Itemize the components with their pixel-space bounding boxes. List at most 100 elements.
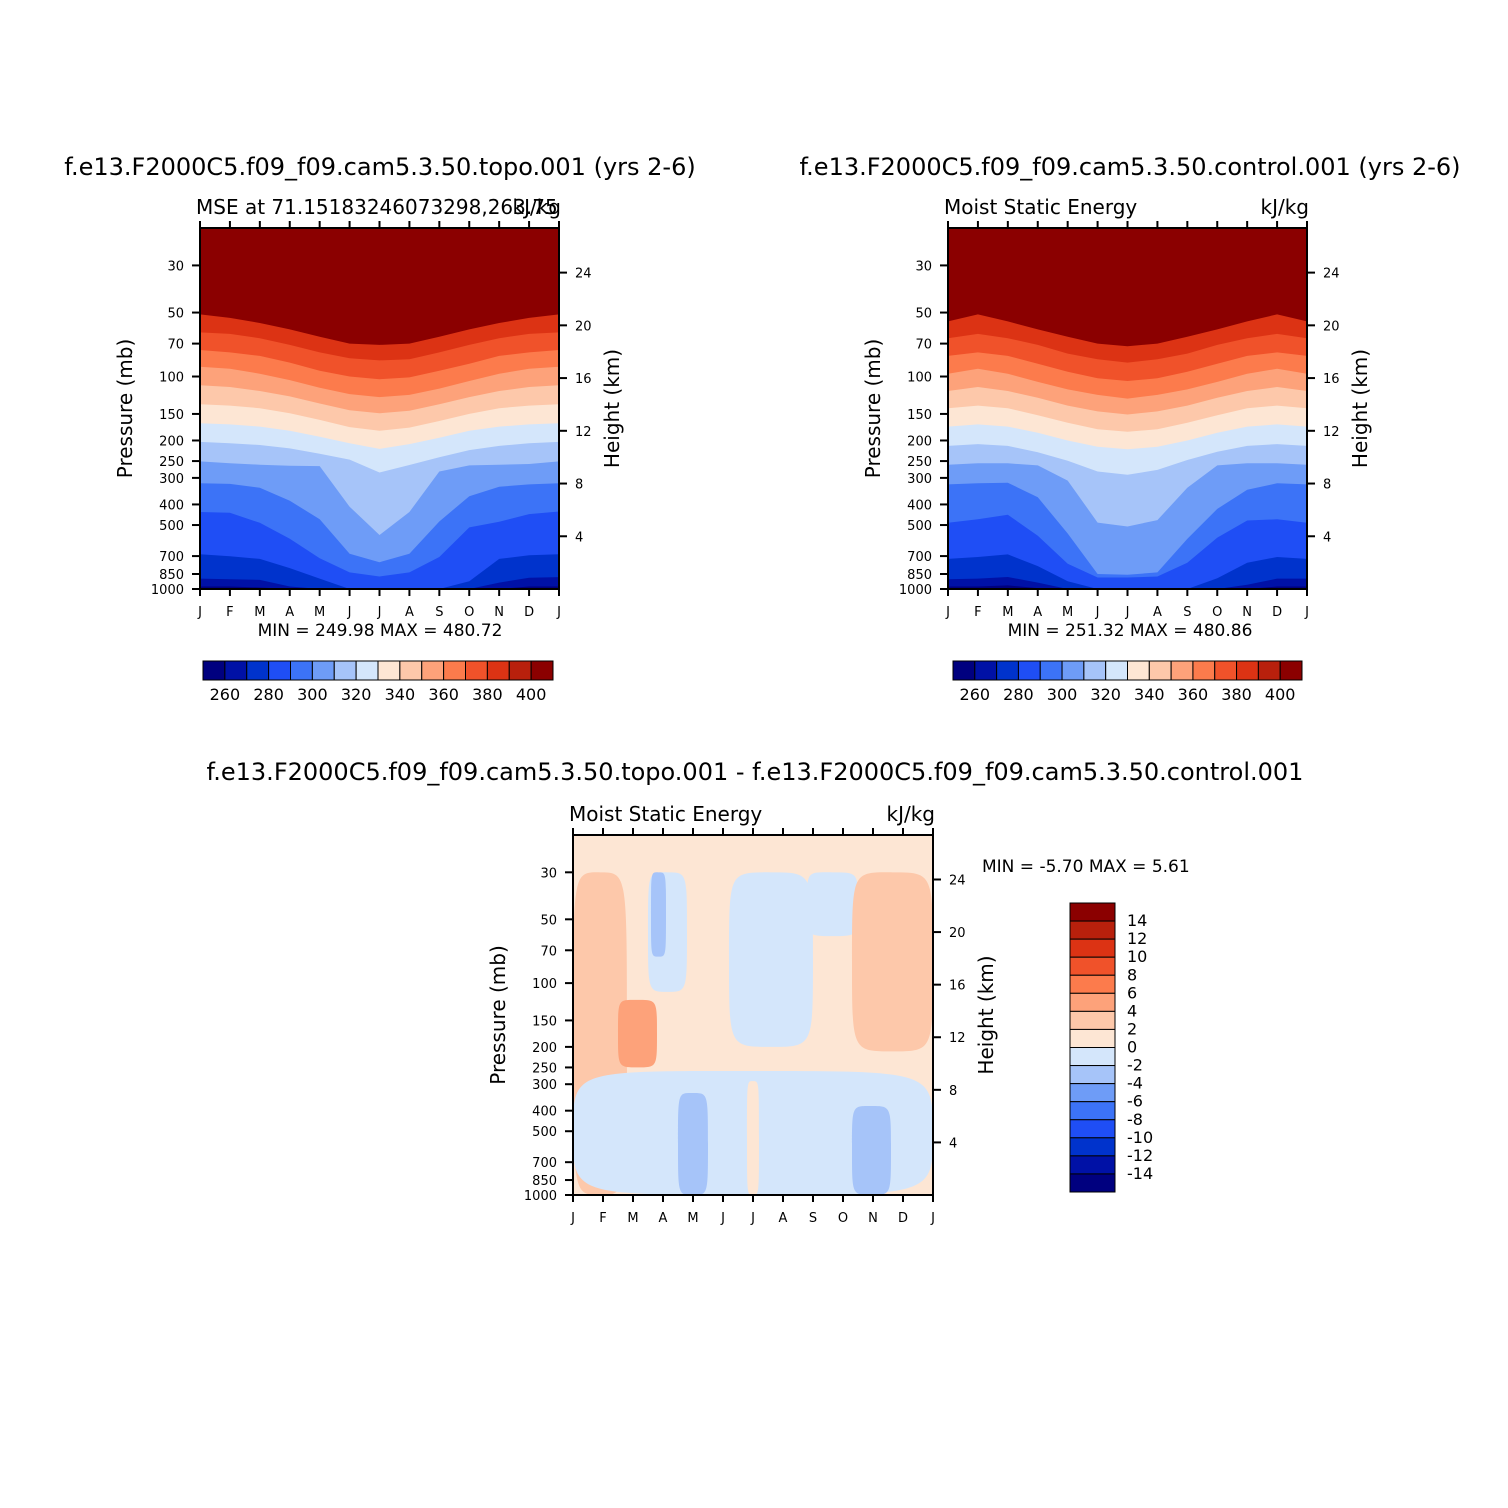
control-cbar-label: 340 [1134, 685, 1165, 704]
topo-x-tick-label: N [494, 605, 504, 620]
topo-x-tick-label: J [197, 605, 202, 620]
panel-control: 260 280 300 320 340 360 380 400 J F M A M J J A S O N D J 30 5… [799, 153, 1460, 704]
topo-x-tick-label: S [435, 605, 443, 620]
topo-y-tick-label: 850 [159, 568, 184, 583]
control-x-tick-label: F [974, 605, 981, 620]
diff-y-tick-label: 500 [532, 1125, 557, 1140]
control-y2-tick-label: 12 [1323, 425, 1340, 440]
diff-x-tick-label: O [838, 1211, 848, 1226]
topo-y-tick-label: 100 [159, 371, 184, 386]
diff-cbar-box-11 [1069, 1101, 1116, 1121]
diff-cbar-label: -14 [1127, 1164, 1153, 1183]
control-y-tick-label: 200 [907, 434, 932, 449]
topo-x-tick-label: O [464, 605, 474, 620]
control-ylabel-right: Height (km) [1348, 349, 1372, 468]
diff-y-tick-label: 1000 [524, 1189, 557, 1204]
control-x-tick-label: J [1125, 605, 1130, 620]
diff-y-tick-label: 250 [532, 1061, 557, 1076]
topo-y-tick-label: 70 [167, 338, 184, 353]
topo-ylabel-right: Height (km) [600, 349, 624, 468]
diff-region-7 [729, 872, 813, 1047]
diff-cbar-box-0 [1069, 902, 1116, 922]
diff-y-tick-label: 700 [532, 1156, 557, 1171]
control-cbar-label: 320 [1090, 685, 1121, 704]
diff-cbar-box-3 [1069, 956, 1116, 976]
diff-cbar-box-15 [1069, 1173, 1116, 1193]
topo-cbar-box-9 [399, 660, 423, 681]
diff-cbar-box-5 [1069, 992, 1116, 1012]
control-cbar-box-1 [974, 660, 998, 681]
diff-cbar-box-14 [1069, 1155, 1116, 1175]
topo-cbar-label: 280 [253, 685, 284, 704]
control-y-tick-label: 250 [907, 455, 932, 470]
control-y-tick-label: 400 [907, 498, 932, 513]
diff-cbar-box-4 [1069, 974, 1116, 994]
diff-cbar-label: 6 [1127, 983, 1137, 1002]
control-cbar-label: 400 [1265, 685, 1296, 704]
control-y2-tick-label: 24 [1323, 267, 1340, 282]
topo-y2-tick-label: 24 [575, 267, 592, 282]
diff-x-tick-label: J [570, 1211, 575, 1226]
control-x-tick-label: N [1242, 605, 1252, 620]
topo-cbar-label: 400 [516, 685, 547, 704]
topo-cbar-box-4 [290, 660, 313, 681]
topo-cbar-label: 380 [472, 685, 503, 704]
diff-region-4 [852, 1105, 891, 1195]
control-y-tick-label: 50 [915, 307, 932, 322]
diff-stats: MIN = -5.70 MAX = 5.61 [982, 857, 1190, 877]
topo-band-3 [200, 554, 559, 589]
control-cbar-label: 280 [1003, 685, 1034, 704]
control-x-tick-label: S [1183, 605, 1191, 620]
topo-cbar-box-12 [465, 660, 488, 681]
topo-y2-tick-label: 8 [575, 478, 583, 493]
control-case-title: f.e13.F2000C5.f09_f09.cam5.3.50.control.… [799, 153, 1460, 181]
control-x-tick-label: M [1002, 605, 1013, 620]
control-x-tick-label: J [1304, 605, 1309, 620]
control-y-tick-label: 30 [915, 259, 932, 274]
diff-right-title: kJ/kg [887, 802, 936, 826]
control-cbar-label: 300 [1047, 685, 1078, 704]
control-left-title: Moist Static Energy [944, 195, 1137, 219]
control-x-tick-label: O [1212, 605, 1222, 620]
diff-cbar-label: -4 [1127, 1074, 1143, 1093]
diff-region-1 [618, 999, 657, 1068]
topo-cbar-label: 340 [385, 685, 416, 704]
topo-cbar-box-13 [486, 660, 510, 681]
control-y-tick-label: 70 [915, 338, 932, 353]
diff-y-tick-label: 400 [532, 1105, 557, 1120]
topo-cbar-box-10 [421, 660, 445, 681]
diff-cbar-box-10 [1069, 1083, 1116, 1103]
diff-y-tick-label: 100 [532, 977, 557, 992]
topo-x-tick-label: A [405, 605, 414, 620]
control-cbar-box-11 [1192, 660, 1216, 681]
topo-y2-tick-label: 12 [575, 425, 592, 440]
control-x-tick-label: A [1153, 605, 1162, 620]
diff-cbar-label: 2 [1127, 1019, 1137, 1038]
diff-y2-tick-label: 12 [949, 1031, 966, 1046]
control-cbar-label: 260 [960, 685, 991, 704]
diff-x-tick-label: M [687, 1211, 698, 1226]
topo-y-tick-label: 400 [159, 498, 184, 513]
control-cbar-box-2 [996, 660, 1019, 681]
diff-y-tick-label: 300 [532, 1078, 557, 1093]
diff-x-tick-label: S [809, 1211, 817, 1226]
diff-cbar-label: -10 [1127, 1128, 1153, 1147]
topo-x-tick-label: D [524, 605, 534, 620]
control-y-tick-label: 150 [907, 408, 932, 423]
diff-cbar-label: -12 [1127, 1146, 1153, 1165]
topo-cbar-box-14 [508, 660, 532, 681]
control-y-tick-label: 1000 [899, 583, 932, 598]
control-x-tick-label: J [1095, 605, 1100, 620]
diff-cbar-label: 14 [1127, 911, 1147, 930]
topo-cbar-box-2 [246, 660, 270, 681]
topo-x-tick-label: M [254, 605, 265, 620]
diff-cbar-label: -8 [1127, 1110, 1143, 1129]
topo-cbar-box-8 [377, 660, 401, 681]
diff-cbar-label: 8 [1127, 965, 1137, 984]
control-right-title: kJ/kg [1261, 195, 1310, 219]
control-cbar-box-10 [1170, 660, 1194, 681]
topo-x-tick-label: A [285, 605, 294, 620]
panel-topo: 260 280 300 320 340 360 380 400 J F M A M J J A S O N D J 30 5… [64, 153, 695, 704]
diff-left-title: Moist Static Energy [569, 802, 762, 826]
